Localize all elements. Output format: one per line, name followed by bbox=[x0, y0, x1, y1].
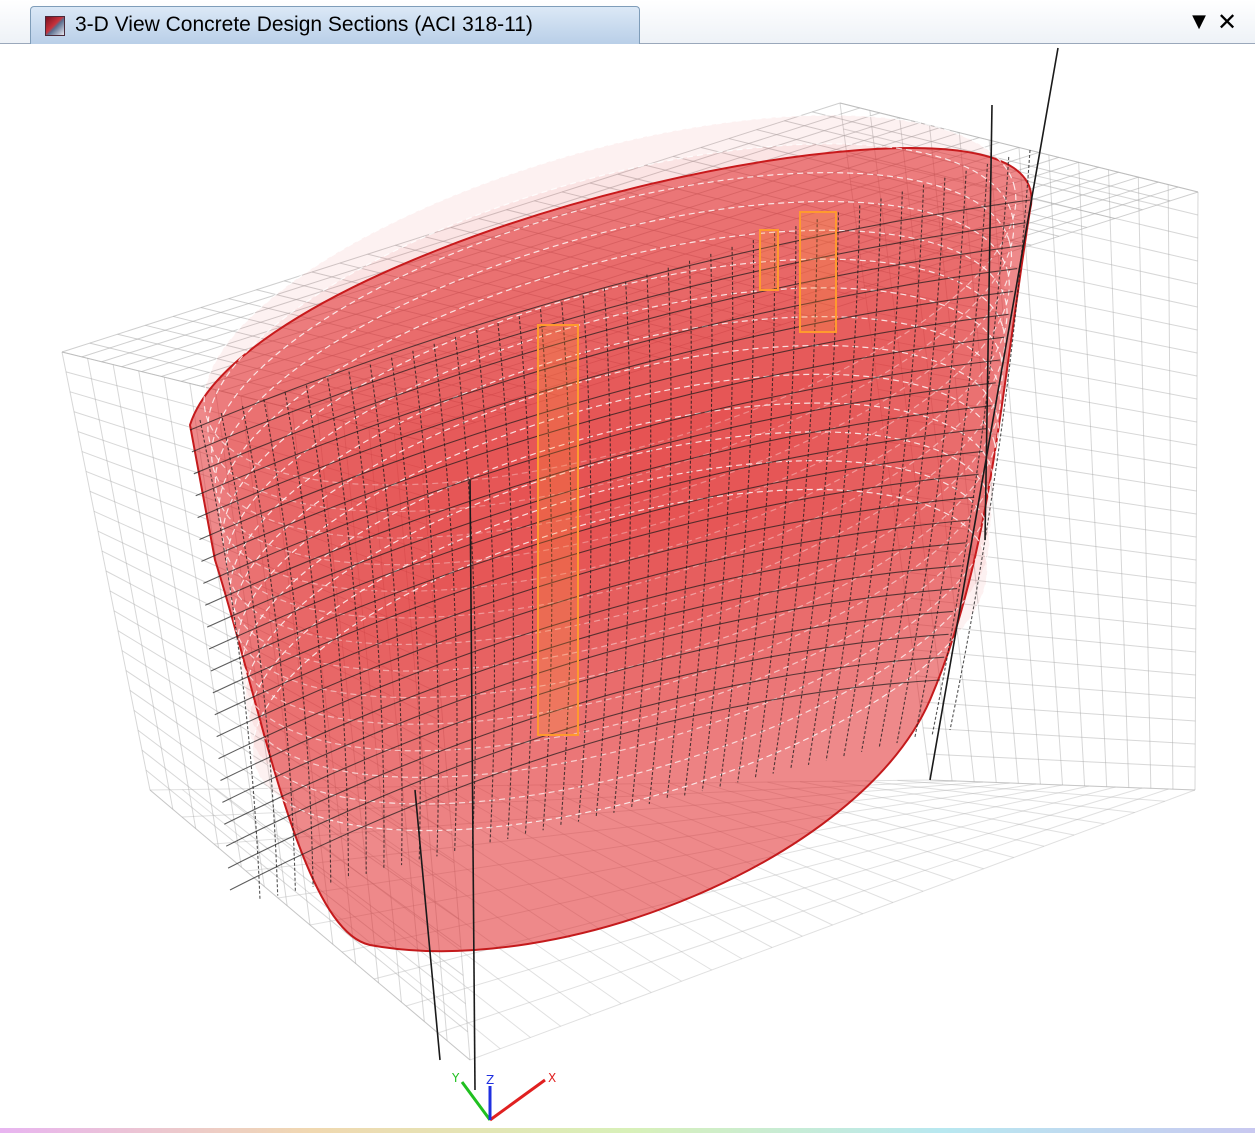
model-3d-scene: X Y Z bbox=[61, 47, 1199, 1122]
tab-title: 3-D View Concrete Design Sections (ACI 3… bbox=[75, 13, 533, 36]
design-section-frames bbox=[189, 47, 1059, 1091]
highlighted-sections bbox=[537, 211, 837, 736]
model-3d-viewport[interactable]: X Y Z bbox=[0, 44, 1255, 1128]
dropdown-arrow-icon[interactable]: ▼ bbox=[1192, 11, 1206, 32]
tab-3d-view[interactable]: 3-D View Concrete Design Sections (ACI 3… bbox=[30, 6, 640, 44]
axis-y-label: Y bbox=[451, 1071, 460, 1085]
axis-z-label: Z bbox=[486, 1073, 494, 1087]
global-axes-icon: X Y Z bbox=[451, 1071, 556, 1122]
close-icon[interactable]: ✕ bbox=[1216, 8, 1238, 36]
window-titlebar: 3-D View Concrete Design Sections (ACI 3… bbox=[0, 0, 1255, 44]
status-strip bbox=[0, 1128, 1255, 1133]
axis-x-label: X bbox=[548, 1071, 556, 1085]
concrete-shell-elliptical bbox=[188, 114, 1033, 953]
model-view-icon bbox=[45, 16, 65, 36]
